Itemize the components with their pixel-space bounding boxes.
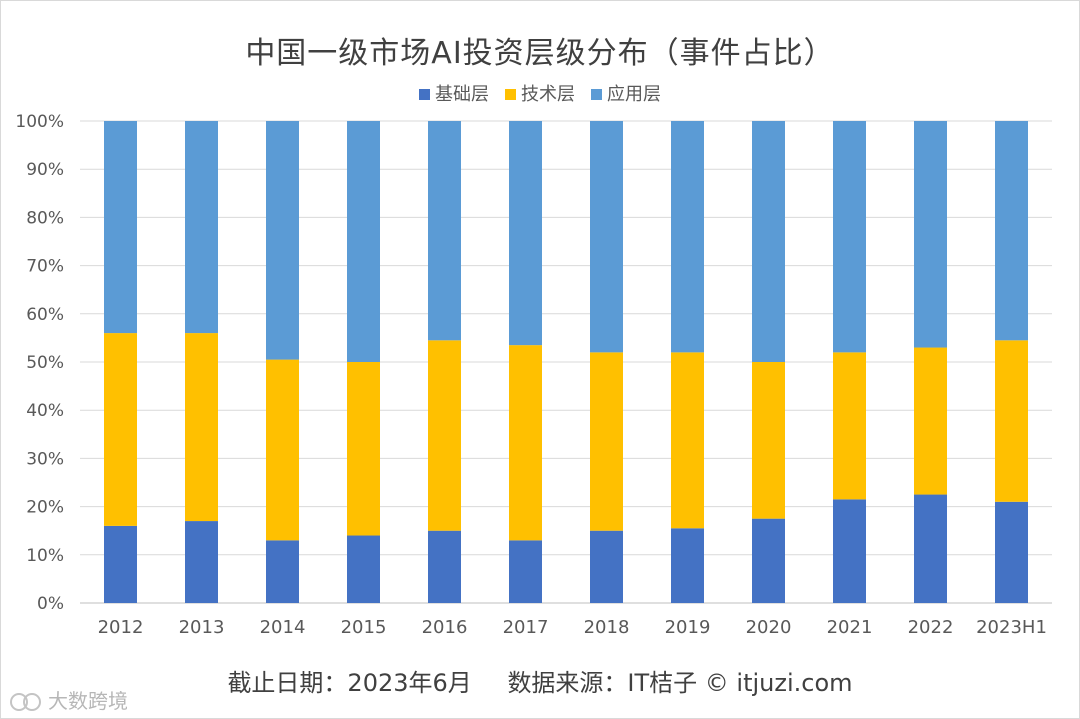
- footer-date: 截止日期：2023年6月: [227, 669, 472, 697]
- x-tick-label: 2014: [260, 617, 306, 638]
- bar-2018-技术层: [590, 352, 623, 531]
- legend-label: 基础层: [435, 84, 489, 105]
- bar-2020-基础层: [752, 518, 785, 603]
- footer-source: 数据来源：IT桔子 © itjuzi.com: [507, 669, 853, 697]
- bar-2016-技术层: [428, 340, 461, 531]
- bar-2019-技术层: [671, 352, 704, 529]
- bar-2012-基础层: [104, 525, 137, 603]
- chart-title: 中国一级市场AI投资层级分布（事件占比）: [245, 36, 835, 71]
- y-tick-label: 40%: [26, 401, 64, 421]
- x-tick-label: 2013: [179, 617, 225, 638]
- legend-item: 基础层: [419, 80, 489, 106]
- bar-2013-基础层: [185, 521, 218, 603]
- bar-2019-基础层: [671, 528, 704, 603]
- bar-2022-应用层: [914, 121, 947, 348]
- bar-2020-技术层: [752, 362, 785, 519]
- bar-2017-应用层: [509, 121, 542, 346]
- bar-2020-应用层: [752, 121, 785, 362]
- legend: 基础层 技术层 应用层: [0, 80, 1080, 106]
- y-tick-label: 60%: [26, 305, 64, 325]
- bar-2021-应用层: [833, 121, 866, 353]
- bar-2018-应用层: [590, 121, 623, 353]
- y-tick-label: 70%: [26, 257, 64, 277]
- watermark-text: 大数跨境: [48, 689, 128, 713]
- bar-2019-应用层: [671, 121, 704, 353]
- y-tick-label: 90%: [26, 160, 64, 180]
- bar-2016-基础层: [428, 530, 461, 603]
- y-tick-label: 20%: [26, 498, 64, 518]
- y-tick-label: 10%: [26, 546, 64, 566]
- x-tick-label: 2022: [908, 617, 954, 638]
- bar-2014-技术层: [266, 359, 299, 541]
- bar-2018-基础层: [590, 530, 623, 603]
- legend-swatch: [591, 89, 602, 100]
- bar-2014-应用层: [266, 121, 299, 360]
- watermark: 大数跨境: [10, 685, 128, 714]
- x-tick-label: 2016: [422, 617, 468, 638]
- x-tick-label: 2019: [665, 617, 711, 638]
- legend-item: 技术层: [505, 80, 575, 106]
- bar-2017-基础层: [509, 540, 542, 603]
- x-tick-label: 2012: [98, 617, 144, 638]
- x-tick-label: 2023H1: [976, 617, 1047, 638]
- x-tick-label: 2020: [746, 617, 792, 638]
- bar-2022-基础层: [914, 494, 947, 603]
- bar-2023H1-应用层: [995, 121, 1028, 341]
- bar-2016-应用层: [428, 121, 461, 341]
- bar-2017-技术层: [509, 345, 542, 541]
- bar-2013-应用层: [185, 121, 218, 334]
- y-tick-label: 80%: [26, 208, 64, 228]
- watermark-logo-icon: [10, 690, 42, 711]
- bar-2013-技术层: [185, 333, 218, 522]
- bar-2015-技术层: [347, 362, 380, 536]
- footer: 截止日期：2023年6月 数据来源：IT桔子 © itjuzi.com: [0, 663, 1080, 698]
- y-tick-label: 100%: [15, 112, 64, 132]
- legend-swatch: [419, 89, 430, 100]
- legend-label: 应用层: [607, 84, 661, 105]
- y-tick-label: 50%: [26, 353, 64, 373]
- x-tick-label: 2015: [341, 617, 387, 638]
- x-tick-label: 2017: [503, 617, 549, 638]
- bar-2022-技术层: [914, 347, 947, 495]
- bar-2023H1-技术层: [995, 340, 1028, 502]
- bar-2021-基础层: [833, 499, 866, 603]
- legend-swatch: [505, 89, 516, 100]
- bar-2015-基础层: [347, 535, 380, 603]
- legend-label: 技术层: [521, 84, 575, 105]
- y-tick-label: 0%: [37, 594, 64, 614]
- bar-2014-基础层: [266, 540, 299, 603]
- legend-item: 应用层: [591, 80, 661, 106]
- x-tick-label: 2021: [827, 617, 873, 638]
- y-tick-label: 30%: [26, 449, 64, 469]
- bar-2012-技术层: [104, 333, 137, 526]
- bar-2015-应用层: [347, 121, 380, 362]
- x-tick-label: 2018: [584, 617, 630, 638]
- bar-2021-技术层: [833, 352, 866, 500]
- bar-2012-应用层: [104, 121, 137, 334]
- bar-2023H1-基础层: [995, 501, 1028, 603]
